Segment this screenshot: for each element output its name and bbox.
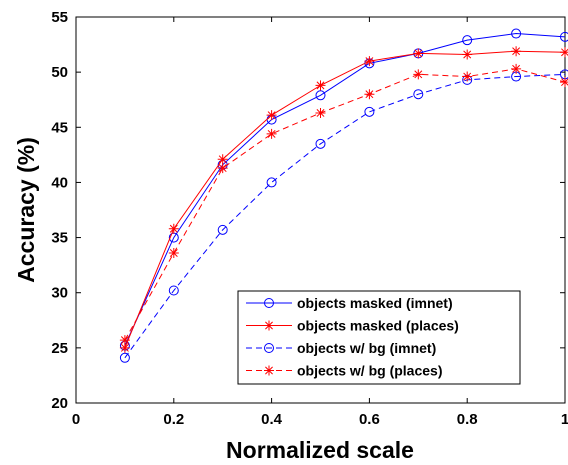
- circle-marker: [364, 106, 375, 117]
- legend-label: objects masked (places): [297, 318, 459, 334]
- star-marker: [266, 128, 277, 139]
- x-tick-label: 0.6: [359, 411, 380, 428]
- x-tick-label: 0.4: [261, 411, 283, 428]
- star-marker: [264, 365, 274, 376]
- legend-label: objects masked (imnet): [297, 295, 453, 311]
- star-marker: [413, 48, 424, 59]
- y-tick-label: 55: [51, 9, 68, 26]
- circle-marker: [264, 343, 274, 353]
- legend: objects masked (imnet) objects masked (pl…: [237, 290, 521, 385]
- x-tick-label: 0: [72, 411, 80, 428]
- legend-item-3: objects w/ bg (imnet): [246, 340, 436, 356]
- x-axis-title: Normalized scale: [226, 437, 414, 463]
- star-marker: [560, 77, 568, 88]
- star-marker: [168, 248, 179, 259]
- series-line: [124, 50, 566, 349]
- series-2: [119, 46, 568, 353]
- series-line: [124, 73, 566, 359]
- y-tick-label: 20: [51, 395, 68, 412]
- circle-marker: [511, 28, 522, 39]
- star-marker: [168, 223, 179, 234]
- circle-marker: [168, 285, 179, 296]
- legend-label: objects w/ bg (imnet): [297, 340, 436, 356]
- y-tick-label: 40: [51, 174, 68, 191]
- series-line: [124, 33, 566, 346]
- y-tick-label: 50: [51, 64, 68, 81]
- x-tick-label: 1: [561, 411, 568, 428]
- legend-item-1: objects masked (imnet): [246, 295, 453, 311]
- star-marker: [413, 69, 424, 80]
- legend-item-4: objects w/ bg (places): [246, 363, 442, 379]
- x-tick-label: 0.2: [163, 411, 184, 428]
- star-marker: [315, 80, 326, 91]
- star-marker: [119, 335, 130, 346]
- legend-label: objects w/ bg (places): [297, 363, 442, 379]
- star-marker: [462, 71, 473, 82]
- circle-marker: [315, 138, 326, 149]
- star-marker: [119, 342, 130, 353]
- circle-marker: [560, 31, 568, 42]
- star-marker: [560, 47, 568, 58]
- series-4: [119, 63, 568, 346]
- star-marker: [511, 63, 522, 74]
- circle-marker: [119, 352, 130, 363]
- star-marker: [266, 110, 277, 121]
- series-layer: [119, 28, 568, 363]
- star-marker: [462, 49, 473, 60]
- legend-item-2: objects masked (places): [246, 318, 459, 334]
- legend-box: [237, 290, 521, 385]
- circle-marker: [266, 177, 277, 188]
- y-tick-label: 30: [51, 285, 68, 302]
- star-marker: [511, 46, 522, 57]
- star-marker: [315, 107, 326, 118]
- star-marker: [364, 89, 375, 100]
- y-tick-label: 45: [51, 119, 68, 136]
- y-tick-label: 35: [51, 230, 68, 247]
- star-marker: [364, 56, 375, 67]
- circle-marker: [217, 224, 228, 235]
- circle-marker: [462, 35, 473, 46]
- star-marker: [217, 154, 228, 165]
- y-tick-label: 25: [51, 340, 68, 357]
- circle-marker: [413, 89, 424, 100]
- y-axis-title: Accuracy (%): [13, 137, 39, 283]
- circle-marker: [315, 90, 326, 101]
- star-marker: [217, 163, 228, 174]
- x-tick-label: 0.8: [457, 411, 478, 428]
- star-marker: [264, 320, 274, 331]
- axis-ticks: 0 0.2 0.4 0.6 0.8 1 20 25 30 35 40 45 50 55: [51, 9, 568, 428]
- circle-marker: [264, 298, 274, 308]
